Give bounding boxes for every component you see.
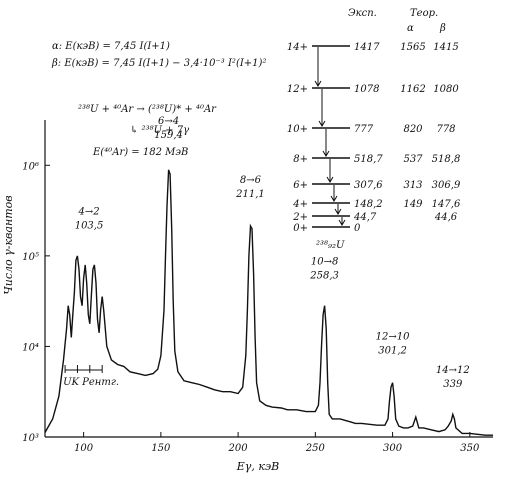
level-energy-beta: 1415	[433, 42, 458, 53]
peak-energy: 103,5	[75, 221, 104, 232]
header-theory: Теор.	[410, 8, 438, 19]
peak-energy: 258,3	[309, 271, 339, 282]
level-energy-exp: 44,7	[353, 212, 377, 223]
level-energy-exp: 0	[354, 223, 361, 234]
arrow-head	[314, 80, 322, 87]
arrow-head	[334, 208, 342, 215]
peak-energy: 159,4	[154, 130, 183, 141]
arrow-head	[322, 150, 330, 157]
formula-beta: β: E(кэВ) = 7,45 I(I+1) − 3,4·10⁻³ I²(I+…	[51, 58, 266, 69]
level-energy-exp: 1078	[354, 84, 379, 95]
peak-transition: 6→4	[158, 116, 179, 127]
level-spin: 6+	[293, 180, 308, 191]
peak-transition: 10→8	[311, 257, 338, 268]
level-spin: 10+	[287, 124, 308, 135]
y-tick-label: 10⁶	[22, 161, 39, 172]
header-beta: β	[439, 23, 446, 34]
y-tick-label: 10³	[22, 433, 39, 444]
arrow-head	[338, 219, 346, 226]
xray-label: UK Рентг.	[63, 377, 119, 388]
level-spin: 8+	[293, 154, 308, 165]
level-energy-alpha: 1162	[400, 84, 425, 95]
y-axis-label: Число γ-квантов	[2, 195, 15, 294]
level-energy-beta: 518,8	[432, 154, 461, 165]
x-tick-label: 100	[74, 443, 94, 454]
level-spin: 0+	[293, 223, 308, 234]
level-energy-alpha: 149	[403, 199, 423, 210]
peak-transition: 8→6	[240, 175, 262, 186]
level-spin: 2+	[292, 212, 308, 223]
level-energy-exp: 307,6	[354, 180, 383, 191]
level-energy-beta: 147,6	[432, 199, 461, 210]
peak-energy: 211,1	[235, 189, 265, 200]
peak-labels: 4→2 103,5 6→4 159,4 8→6 211,1 10→8 258,3 12→10 30…	[75, 116, 470, 390]
level-energy-alpha: 1565	[400, 42, 425, 53]
x-tick-label: 300	[383, 443, 403, 454]
x-tick-label: 200	[228, 443, 249, 454]
level-scheme: Эксп. Теор. α β 14+ 1417 1565 1415 12+ 1078 11…	[287, 8, 461, 251]
x-axis-label: Eγ, кэВ	[236, 460, 279, 473]
header-alpha: α	[407, 23, 414, 34]
peak-transition: 12→10	[376, 332, 410, 343]
x-tick-label: 350	[460, 443, 480, 454]
arrow-head	[318, 120, 326, 127]
arrow-head	[326, 176, 334, 183]
level-energy-exp: 148,2	[354, 199, 383, 210]
x-ticks: 100 150 200 250 300 350	[74, 432, 480, 454]
reaction-line-2: ↳ ²³⁸U + 7γ	[130, 125, 189, 136]
level-energy-beta: 1080	[433, 84, 459, 95]
peak-transition: 4→2	[77, 207, 99, 218]
level-energy-alpha: 820	[403, 124, 423, 135]
spectrum-line	[44, 169, 493, 436]
peak-energy: 339	[443, 379, 463, 390]
header-exp: Эксп.	[348, 8, 377, 19]
level-energy-alpha: 313	[403, 180, 422, 191]
level-spin: 14+	[287, 42, 308, 53]
formula-alpha: α: E(кэВ) = 7,45 I(I+1)	[52, 41, 170, 52]
level-energy-exp: 518,7	[354, 154, 383, 165]
level-energy-exp: 777	[354, 124, 374, 135]
y-tick-label: 10⁵	[22, 252, 39, 263]
nucleus-label: ²³⁸₉₂U	[316, 240, 345, 251]
level-spin: 12+	[287, 84, 308, 95]
y-tick-label: 10⁴	[22, 342, 39, 353]
x-tick-label: 150	[151, 443, 171, 454]
level-energy-beta: 306,9	[432, 180, 461, 191]
x-tick-label: 250	[305, 443, 326, 454]
peak-transition: 14→12	[436, 365, 470, 376]
xray-bracket: UK Рентг.	[63, 365, 119, 388]
beam-energy: E(⁴⁰Ar) = 182 МэВ	[92, 147, 188, 158]
peak-energy: 301,2	[378, 346, 407, 357]
y-ticks: 10³ 10⁴ 10⁵ 10⁶	[22, 161, 50, 444]
level-energy-beta: 44,6	[434, 212, 458, 223]
level-spin: 4+	[292, 199, 308, 210]
level-energy-exp: 1417	[354, 42, 380, 53]
reaction-line-1: ²³⁸U + ⁴⁰Ar → (²³⁸U)* + ⁴⁰Ar	[78, 104, 217, 115]
arrow-head	[330, 195, 338, 202]
level-energy-alpha: 537	[403, 154, 423, 165]
level-energy-beta: 778	[436, 124, 455, 135]
